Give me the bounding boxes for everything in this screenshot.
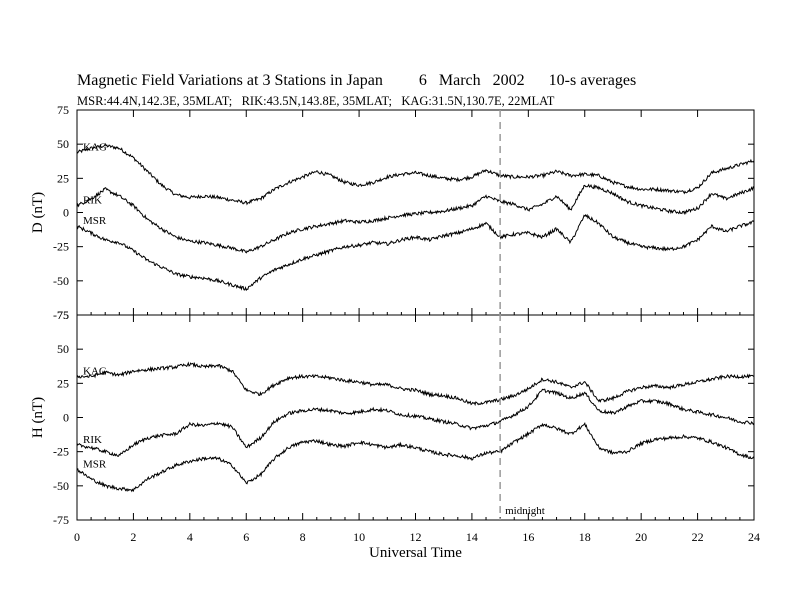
series-label-kag: KAG bbox=[83, 141, 107, 153]
series-label-msr: MSR bbox=[83, 458, 107, 470]
series-label-rik: RIK bbox=[83, 195, 102, 207]
series-line-rik bbox=[76, 183, 755, 254]
y-tick-label: -75 bbox=[53, 513, 69, 527]
x-tick-label: 0 bbox=[74, 530, 80, 544]
panel-d: -75 -50 -25 0 25 50 75 D (nT) KAG RIK MSR bbox=[30, 103, 755, 322]
series-label-rik: RIK bbox=[83, 434, 102, 446]
y-tick-label: -50 bbox=[53, 479, 69, 493]
y-tick-label: 25 bbox=[57, 171, 69, 185]
x-tick-label: 14 bbox=[466, 530, 478, 544]
y-tick-label: 0 bbox=[63, 206, 69, 220]
series-line-rik bbox=[76, 388, 755, 457]
y-tick-label: 75 bbox=[57, 103, 69, 117]
y-axis-label: D (nT) bbox=[30, 192, 46, 233]
y-tick-label: -25 bbox=[53, 445, 69, 459]
series-line-kag bbox=[76, 142, 755, 206]
y-tick-label: 0 bbox=[63, 411, 69, 425]
x-tick-label: 12 bbox=[410, 530, 422, 544]
x-tick-label: 6 bbox=[243, 530, 249, 544]
x-tick-label: 2 bbox=[130, 530, 136, 544]
y-tick-label: -50 bbox=[53, 274, 69, 288]
y-tick-label: -75 bbox=[53, 308, 69, 322]
x-tick-label: 18 bbox=[579, 530, 591, 544]
series-line-kag bbox=[76, 361, 755, 407]
y-tick-label: 25 bbox=[57, 376, 69, 390]
chart-averaging: 10-s averages bbox=[548, 72, 637, 89]
series-line-msr bbox=[76, 213, 755, 292]
series-line-msr bbox=[76, 421, 755, 493]
chart-title: Magnetic Field Variations at 3 Stations … bbox=[77, 72, 637, 89]
y-tick-label: -25 bbox=[53, 240, 69, 254]
panel-h: -75 -50 -25 0 25 50 75 H (nT) KAG RIK MSR bbox=[30, 308, 755, 527]
x-tick-label: 20 bbox=[635, 530, 647, 544]
station-info: MSR:44.4N,142.3E, 35MLAT; RIK:43.5N,143.… bbox=[77, 94, 555, 108]
x-axis-label: Universal Time bbox=[369, 545, 462, 561]
series-label-kag: KAG bbox=[83, 366, 107, 378]
x-tick-label: 10 bbox=[353, 530, 365, 544]
x-tick-label: 8 bbox=[300, 530, 306, 544]
series-label-msr: MSR bbox=[83, 215, 107, 227]
y-tick-label: 50 bbox=[57, 342, 69, 356]
x-tick-label: 4 bbox=[187, 530, 193, 544]
y-axis-label: H (nT) bbox=[30, 397, 46, 438]
x-tick-label: 16 bbox=[522, 530, 534, 544]
chart-date: 6 March 2002 bbox=[418, 72, 525, 89]
x-tick-label: 24 bbox=[748, 530, 760, 544]
x-tick-label: 22 bbox=[692, 530, 704, 544]
y-tick-label: 50 bbox=[57, 137, 69, 151]
y-tick-label: 75 bbox=[57, 308, 69, 322]
midnight-label: midnight bbox=[505, 505, 545, 517]
